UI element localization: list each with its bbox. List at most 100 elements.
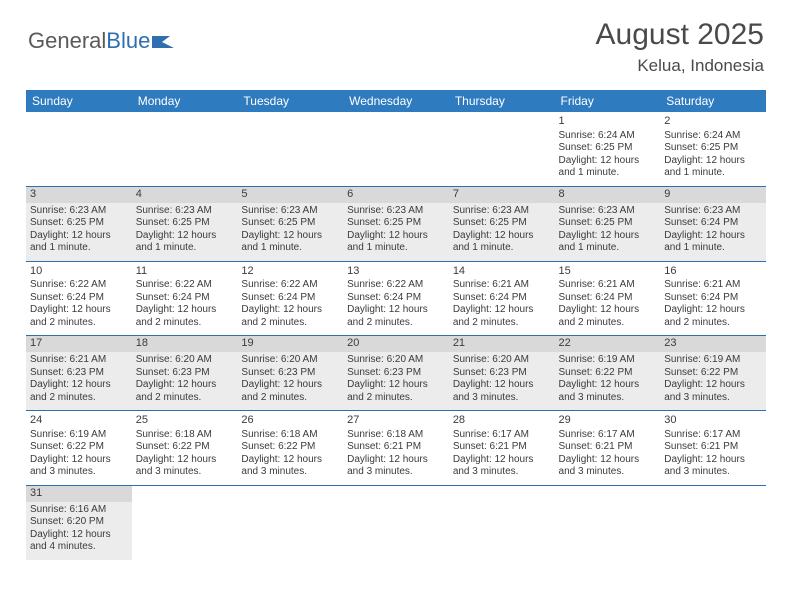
day-number: 17 (26, 336, 132, 352)
calendar-cell (132, 112, 238, 186)
sunrise-text: Sunrise: 6:17 AM (559, 429, 657, 442)
sunset-text: Sunset: 6:24 PM (347, 292, 445, 305)
title-block: August 2025 Kelua, Indonesia (596, 18, 764, 76)
daylight-text: Daylight: 12 hours and 2 minutes. (559, 304, 657, 329)
day-number: 13 (347, 264, 445, 280)
sunrise-text: Sunrise: 6:21 AM (30, 354, 128, 367)
calendar-cell: 4Sunrise: 6:23 AMSunset: 6:25 PMDaylight… (132, 186, 238, 261)
calendar-cell: 9Sunrise: 6:23 AMSunset: 6:24 PMDaylight… (660, 186, 766, 261)
sunset-text: Sunset: 6:22 PM (559, 367, 657, 380)
daylight-text: Daylight: 12 hours and 1 minute. (664, 155, 762, 180)
daylight-text: Daylight: 12 hours and 3 minutes. (241, 454, 339, 479)
daylight-text: Daylight: 12 hours and 2 minutes. (664, 304, 762, 329)
day-number: 5 (237, 187, 343, 203)
calendar-cell (132, 485, 238, 559)
calendar-cell: 24Sunrise: 6:19 AMSunset: 6:22 PMDayligh… (26, 411, 132, 486)
daylight-text: Daylight: 12 hours and 2 minutes. (241, 379, 339, 404)
day-number: 8 (555, 187, 661, 203)
sunset-text: Sunset: 6:24 PM (30, 292, 128, 305)
calendar-cell: 25Sunrise: 6:18 AMSunset: 6:22 PMDayligh… (132, 411, 238, 486)
calendar-cell: 12Sunrise: 6:22 AMSunset: 6:24 PMDayligh… (237, 261, 343, 336)
day-number: 7 (449, 187, 555, 203)
sunrise-text: Sunrise: 6:18 AM (241, 429, 339, 442)
calendar-cell: 13Sunrise: 6:22 AMSunset: 6:24 PMDayligh… (343, 261, 449, 336)
sunset-text: Sunset: 6:24 PM (453, 292, 551, 305)
calendar-cell: 20Sunrise: 6:20 AMSunset: 6:23 PMDayligh… (343, 336, 449, 411)
sunrise-text: Sunrise: 6:23 AM (453, 205, 551, 218)
sunset-text: Sunset: 6:24 PM (664, 217, 762, 230)
calendar-row: 17Sunrise: 6:21 AMSunset: 6:23 PMDayligh… (26, 336, 766, 411)
calendar-cell: 29Sunrise: 6:17 AMSunset: 6:21 PMDayligh… (555, 411, 661, 486)
sunrise-text: Sunrise: 6:23 AM (347, 205, 445, 218)
daylight-text: Daylight: 12 hours and 1 minute. (453, 230, 551, 255)
sunrise-text: Sunrise: 6:19 AM (559, 354, 657, 367)
sunrise-text: Sunrise: 6:19 AM (30, 429, 128, 442)
calendar-cell (343, 485, 449, 559)
daylight-text: Daylight: 12 hours and 2 minutes. (241, 304, 339, 329)
daylight-text: Daylight: 12 hours and 1 minute. (559, 230, 657, 255)
calendar-cell (343, 112, 449, 186)
sunrise-text: Sunrise: 6:18 AM (136, 429, 234, 442)
day-number: 12 (241, 264, 339, 280)
daylight-text: Daylight: 12 hours and 2 minutes. (136, 379, 234, 404)
calendar-cell: 18Sunrise: 6:20 AMSunset: 6:23 PMDayligh… (132, 336, 238, 411)
day-number: 14 (453, 264, 551, 280)
day-header-row: Sunday Monday Tuesday Wednesday Thursday… (26, 90, 766, 112)
day-number: 28 (453, 413, 551, 429)
sunrise-text: Sunrise: 6:24 AM (664, 130, 762, 143)
daylight-text: Daylight: 12 hours and 1 minute. (347, 230, 445, 255)
sunrise-text: Sunrise: 6:23 AM (664, 205, 762, 218)
sunset-text: Sunset: 6:23 PM (453, 367, 551, 380)
calendar-row: 24Sunrise: 6:19 AMSunset: 6:22 PMDayligh… (26, 411, 766, 486)
sunrise-text: Sunrise: 6:21 AM (453, 279, 551, 292)
calendar-cell: 31Sunrise: 6:16 AMSunset: 6:20 PMDayligh… (26, 485, 132, 559)
calendar-cell (449, 112, 555, 186)
sunset-text: Sunset: 6:25 PM (136, 217, 234, 230)
calendar-cell: 6Sunrise: 6:23 AMSunset: 6:25 PMDaylight… (343, 186, 449, 261)
daylight-text: Daylight: 12 hours and 2 minutes. (347, 379, 445, 404)
calendar-cell (26, 112, 132, 186)
calendar-cell: 26Sunrise: 6:18 AMSunset: 6:22 PMDayligh… (237, 411, 343, 486)
sunrise-text: Sunrise: 6:20 AM (347, 354, 445, 367)
day-header: Sunday (26, 90, 132, 112)
sunrise-text: Sunrise: 6:23 AM (241, 205, 339, 218)
calendar-row: 10Sunrise: 6:22 AMSunset: 6:24 PMDayligh… (26, 261, 766, 336)
daylight-text: Daylight: 12 hours and 3 minutes. (136, 454, 234, 479)
sunrise-text: Sunrise: 6:17 AM (664, 429, 762, 442)
daylight-text: Daylight: 12 hours and 2 minutes. (347, 304, 445, 329)
sunset-text: Sunset: 6:25 PM (559, 142, 657, 155)
calendar-cell: 8Sunrise: 6:23 AMSunset: 6:25 PMDaylight… (555, 186, 661, 261)
daylight-text: Daylight: 12 hours and 3 minutes. (30, 454, 128, 479)
daylight-text: Daylight: 12 hours and 3 minutes. (453, 379, 551, 404)
day-number: 1 (559, 114, 657, 130)
sunrise-text: Sunrise: 6:23 AM (30, 205, 128, 218)
daylight-text: Daylight: 12 hours and 3 minutes. (347, 454, 445, 479)
daylight-text: Daylight: 12 hours and 1 minute. (241, 230, 339, 255)
day-header: Monday (132, 90, 238, 112)
day-number: 29 (559, 413, 657, 429)
logo: GeneralBlue (28, 18, 174, 54)
sunset-text: Sunset: 6:24 PM (664, 292, 762, 305)
sunrise-text: Sunrise: 6:24 AM (559, 130, 657, 143)
day-number: 3 (26, 187, 132, 203)
sunrise-text: Sunrise: 6:20 AM (241, 354, 339, 367)
daylight-text: Daylight: 12 hours and 1 minute. (30, 230, 128, 255)
daylight-text: Daylight: 12 hours and 1 minute. (664, 230, 762, 255)
calendar-cell: 1Sunrise: 6:24 AMSunset: 6:25 PMDaylight… (555, 112, 661, 186)
location-label: Kelua, Indonesia (596, 56, 764, 76)
day-number: 26 (241, 413, 339, 429)
calendar-cell: 17Sunrise: 6:21 AMSunset: 6:23 PMDayligh… (26, 336, 132, 411)
day-number: 19 (237, 336, 343, 352)
day-number: 10 (30, 264, 128, 280)
calendar-cell: 15Sunrise: 6:21 AMSunset: 6:24 PMDayligh… (555, 261, 661, 336)
sunrise-text: Sunrise: 6:22 AM (241, 279, 339, 292)
day-number: 27 (347, 413, 445, 429)
calendar-cell: 14Sunrise: 6:21 AMSunset: 6:24 PMDayligh… (449, 261, 555, 336)
sunset-text: Sunset: 6:22 PM (664, 367, 762, 380)
sunset-text: Sunset: 6:23 PM (347, 367, 445, 380)
daylight-text: Daylight: 12 hours and 3 minutes. (664, 454, 762, 479)
calendar-cell (660, 485, 766, 559)
sunset-text: Sunset: 6:21 PM (664, 441, 762, 454)
day-number: 22 (555, 336, 661, 352)
sunrise-text: Sunrise: 6:22 AM (347, 279, 445, 292)
